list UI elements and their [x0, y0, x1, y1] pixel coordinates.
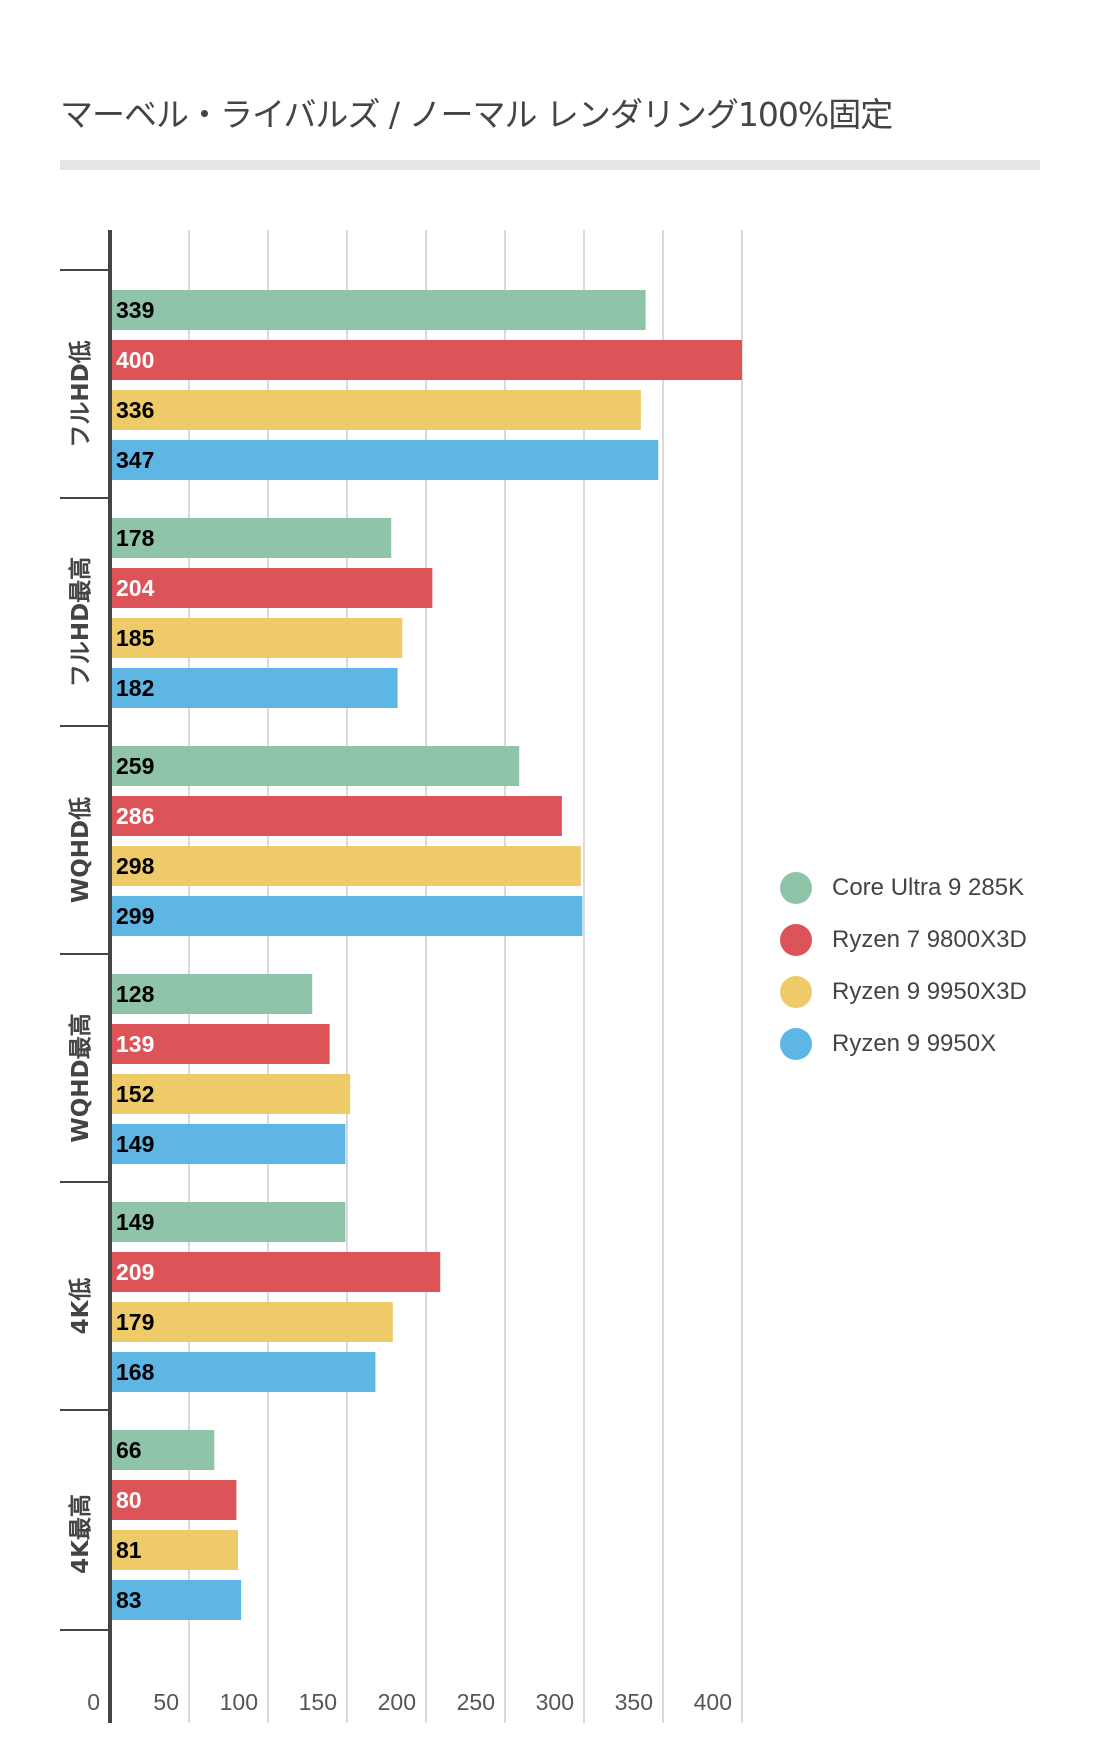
legend-item: Core Ultra 9 285K [780, 862, 1027, 914]
bar-value-label: 139 [116, 1031, 154, 1057]
bar-value-label: 204 [116, 575, 155, 601]
bar [110, 1202, 346, 1242]
bar [110, 440, 659, 480]
bar-value-label: 149 [116, 1131, 154, 1157]
legend: Core Ultra 9 285K Ryzen 7 9800X3D Ryzen 9 … [780, 862, 1027, 1070]
x-tick-label: 300 [536, 1689, 574, 1715]
bar-value-label: 152 [116, 1081, 154, 1107]
bar [110, 746, 520, 786]
bar-value-label: 259 [116, 753, 154, 779]
bar-value-label: 83 [116, 1587, 142, 1613]
bar [110, 1530, 238, 1570]
category-label: 4K最高 [67, 1494, 94, 1574]
bar [110, 796, 562, 836]
bar-value-label: 80 [116, 1487, 142, 1513]
category-label: フルHD最高 [67, 557, 94, 687]
chart-title: マーベル・ライバルズ / ノーマル レンダリング100%固定 [60, 95, 893, 134]
bar [110, 290, 646, 330]
bar [110, 846, 581, 886]
bar [110, 568, 433, 608]
bar [110, 1302, 393, 1342]
bar-value-label: 81 [116, 1537, 142, 1563]
bar [110, 1480, 237, 1520]
bar-value-label: 347 [116, 447, 154, 473]
bar [110, 518, 392, 558]
bar [110, 1124, 346, 1164]
x-tick-label: 150 [299, 1689, 337, 1715]
bar [110, 340, 742, 380]
category-label: 4K低 [68, 1278, 94, 1335]
x-tick-label: 400 [694, 1689, 732, 1715]
bars: 339 400 336 347 178 204 185 182 259 286 298 299 128 1… [110, 290, 742, 1620]
bar [110, 974, 313, 1014]
legend-item: Ryzen 9 9950X3D [780, 966, 1027, 1018]
x-tick-label: 350 [615, 1689, 653, 1715]
bar [110, 1074, 351, 1114]
legend-label: Ryzen 7 9800X3D [832, 926, 1027, 953]
bar [110, 1352, 376, 1392]
bar [110, 390, 641, 430]
bar-value-label: 286 [116, 803, 154, 829]
bar-value-label: 168 [116, 1359, 155, 1385]
legend-label: Ryzen 9 9950X3D [832, 978, 1027, 1005]
x-tick-label: 0 [87, 1689, 100, 1715]
bar [110, 1580, 242, 1620]
bar-value-label: 66 [116, 1437, 142, 1463]
legend-swatch [780, 924, 812, 956]
y-axis [60, 230, 112, 1723]
bar-value-label: 298 [116, 853, 155, 879]
legend-label: Core Ultra 9 285K [832, 874, 1025, 901]
bar-value-label: 149 [116, 1209, 154, 1235]
bar-value-label: 178 [116, 525, 155, 551]
legend-swatch [780, 1028, 812, 1060]
bar-value-label: 185 [116, 625, 155, 651]
bar [110, 618, 403, 658]
category-label: WQHD最高 [67, 1013, 94, 1142]
bar-value-label: 299 [116, 903, 154, 929]
bar [110, 896, 583, 936]
bar [110, 668, 398, 708]
bar-value-label: 182 [116, 675, 154, 701]
legend-item: Ryzen 7 9800X3D [780, 914, 1027, 966]
legend-item: Ryzen 9 9950X [780, 1018, 1027, 1070]
category-label: WQHD低 [68, 797, 94, 903]
bar-value-label: 336 [116, 397, 154, 423]
bar [110, 1252, 441, 1292]
legend-label: Ryzen 9 9950X [832, 1030, 997, 1057]
bar-value-label: 339 [116, 297, 154, 323]
bar-value-label: 128 [116, 981, 155, 1007]
x-tick-label: 250 [457, 1689, 495, 1715]
category-label: フルHD低 [68, 340, 94, 447]
bar-value-label: 209 [116, 1259, 154, 1285]
bar [110, 1430, 215, 1470]
title-underline [60, 160, 1040, 170]
x-axis-ticks: 0 50 100 150 200 250 300 350 400 [87, 1689, 732, 1715]
legend-swatch [780, 872, 812, 904]
bar [110, 1024, 330, 1064]
x-tick-label: 100 [220, 1689, 258, 1715]
x-tick-label: 200 [378, 1689, 416, 1715]
bar-value-label: 400 [116, 347, 154, 373]
legend-swatch [780, 976, 812, 1008]
x-tick-label: 50 [153, 1689, 179, 1715]
bar-value-label: 179 [116, 1309, 154, 1335]
